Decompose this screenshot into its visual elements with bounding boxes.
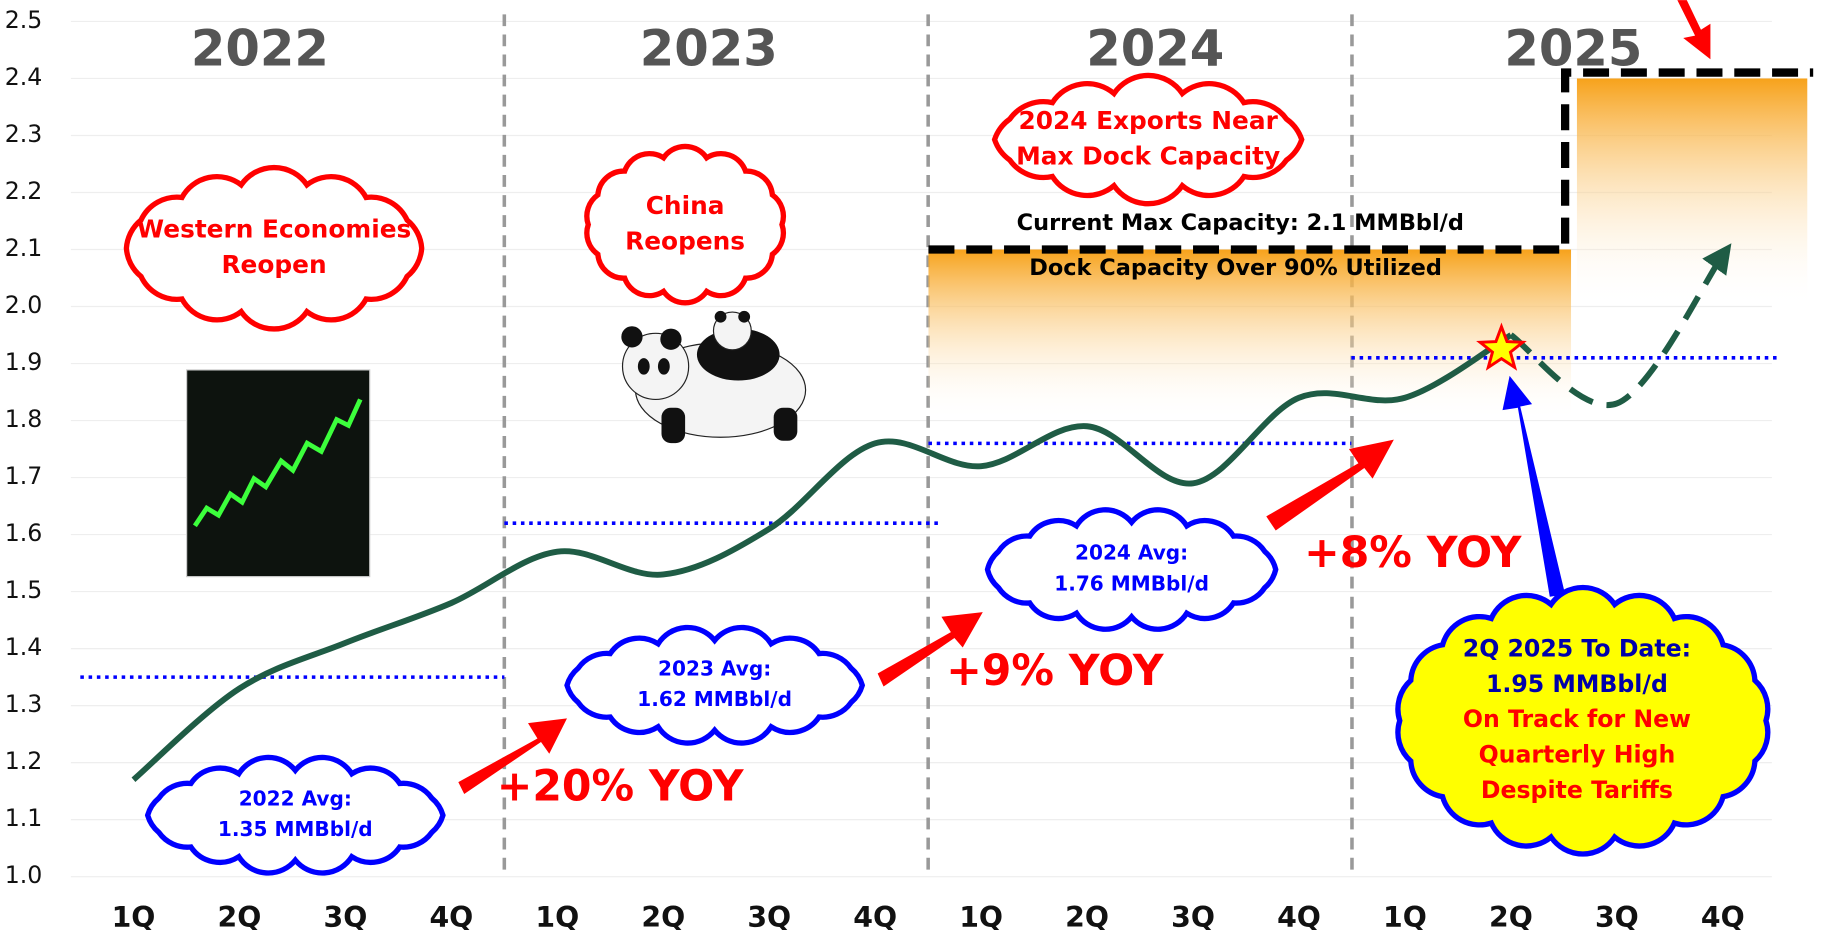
- x-tick-label: 4Q: [1701, 901, 1745, 930]
- y-tick-label: 1.9: [5, 348, 43, 376]
- cloud: [564, 624, 866, 746]
- y-tick-label: 1.6: [5, 519, 43, 547]
- growth-label: +20% YOY: [497, 763, 745, 812]
- x-tick-label: 3Q: [747, 901, 791, 930]
- y-tick-label: 2.3: [5, 120, 43, 148]
- cloud-text: 2023 Avg:: [658, 656, 771, 680]
- growth-arrows: [458, 0, 1711, 794]
- highlight-text: On Track for New: [1463, 705, 1691, 733]
- y-tick-label: 1.3: [5, 690, 43, 718]
- capacity-label: Current Max Capacity: 2.1 MMBbl/d: [1017, 210, 1464, 236]
- stock-image: [186, 369, 371, 578]
- cloud-text: Western Economies: [137, 215, 412, 244]
- y-tick-label: 1.8: [5, 405, 43, 433]
- x-tick-label: 2Q: [218, 901, 262, 930]
- cloud: [991, 72, 1305, 207]
- y-tick-label: 2.5: [5, 6, 43, 34]
- cloud: [584, 143, 787, 306]
- x-tick-label: 4Q: [1277, 901, 1321, 930]
- y-tick-label: 1.7: [5, 462, 43, 490]
- x-tick-label: 2Q: [1489, 901, 1533, 930]
- cloud-text: 1.35 MMBbl/d: [218, 817, 373, 841]
- x-tick-label: 1Q: [112, 901, 156, 930]
- year-label: 2023: [640, 20, 778, 78]
- y-tick-label: 2.2: [5, 177, 43, 205]
- x-tick-label: 3Q: [323, 901, 367, 930]
- highlight-text: Despite Tariffs: [1481, 776, 1673, 804]
- capacity-area: [1576, 78, 1808, 307]
- data-line: [1509, 243, 1732, 409]
- y-tick-label: 2.4: [5, 63, 43, 91]
- year-label: 2024: [1086, 20, 1224, 78]
- y-tick-label: 1.2: [5, 747, 43, 775]
- cloud-text: 2022 Avg:: [239, 786, 352, 810]
- x-tick-label: 3Q: [1171, 901, 1215, 930]
- x-tick-label: 3Q: [1595, 901, 1639, 930]
- cloud: [984, 507, 1279, 632]
- cloud: [1395, 584, 1771, 857]
- x-tick-label: 1Q: [959, 901, 1003, 930]
- highlight-text: 1.95 MMBbl/d: [1486, 670, 1668, 698]
- x-tick-label: 1Q: [1383, 901, 1427, 930]
- cloud: [123, 164, 425, 332]
- x-tick-label: 2Q: [641, 901, 685, 930]
- panda-image: [621, 310, 807, 444]
- y-tick-label: 2.0: [5, 291, 43, 319]
- y-tick-label: 1.5: [5, 576, 43, 604]
- foreground-layer: Western Economies Reopen China Reopens 2024 …: [123, 0, 1771, 876]
- y-tick-label: 1.1: [5, 804, 43, 832]
- highlight-text: Quarterly High: [1479, 741, 1676, 769]
- y-tick-label: 1.4: [5, 633, 43, 661]
- y-tick-label: 2.1: [5, 234, 43, 262]
- year-label: 2025: [1504, 20, 1642, 78]
- growth-label: +9% YOY: [946, 647, 1165, 696]
- cloud-text: Max Dock Capacity: [1016, 141, 1280, 170]
- cloud-text: 2024 Avg:: [1075, 541, 1188, 565]
- cloud-text: 1.62 MMBbl/d: [637, 687, 792, 711]
- background-layer: 1.0 1.1 1.2 1.3 1.4 1.5 1.6 1.7 1.8 1.9 2.0 2.1 2.2 2…: [5, 6, 1814, 934]
- cloud-text: China: [646, 191, 725, 220]
- x-tick-label: 1Q: [535, 901, 579, 930]
- cloud-text: Reopens: [625, 226, 745, 255]
- growth-label: +8% YOY: [1304, 529, 1523, 578]
- utilization-label: Dock Capacity Over 90% Utilized: [1029, 255, 1442, 281]
- data-line: [131, 332, 1513, 782]
- capacity-line: [928, 68, 1814, 254]
- x-tick-label: 4Q: [429, 901, 473, 930]
- blue-arrow: [1502, 375, 1566, 597]
- x-tick-label: 2Q: [1065, 901, 1109, 930]
- y-tick-label: 1.0: [5, 861, 43, 889]
- year-label: 2022: [191, 20, 329, 78]
- high-star: [1476, 322, 1527, 371]
- x-tick-label: 4Q: [853, 901, 897, 930]
- cloud-text: 2024 Exports Near: [1018, 106, 1278, 135]
- cloud: [144, 754, 446, 876]
- cloud-text: Reopen: [221, 250, 326, 279]
- cloud-text: 1.76 MMBbl/d: [1054, 571, 1209, 595]
- highlight-text: 2Q 2025 To Date:: [1463, 634, 1691, 662]
- capacity-area: [928, 249, 1572, 421]
